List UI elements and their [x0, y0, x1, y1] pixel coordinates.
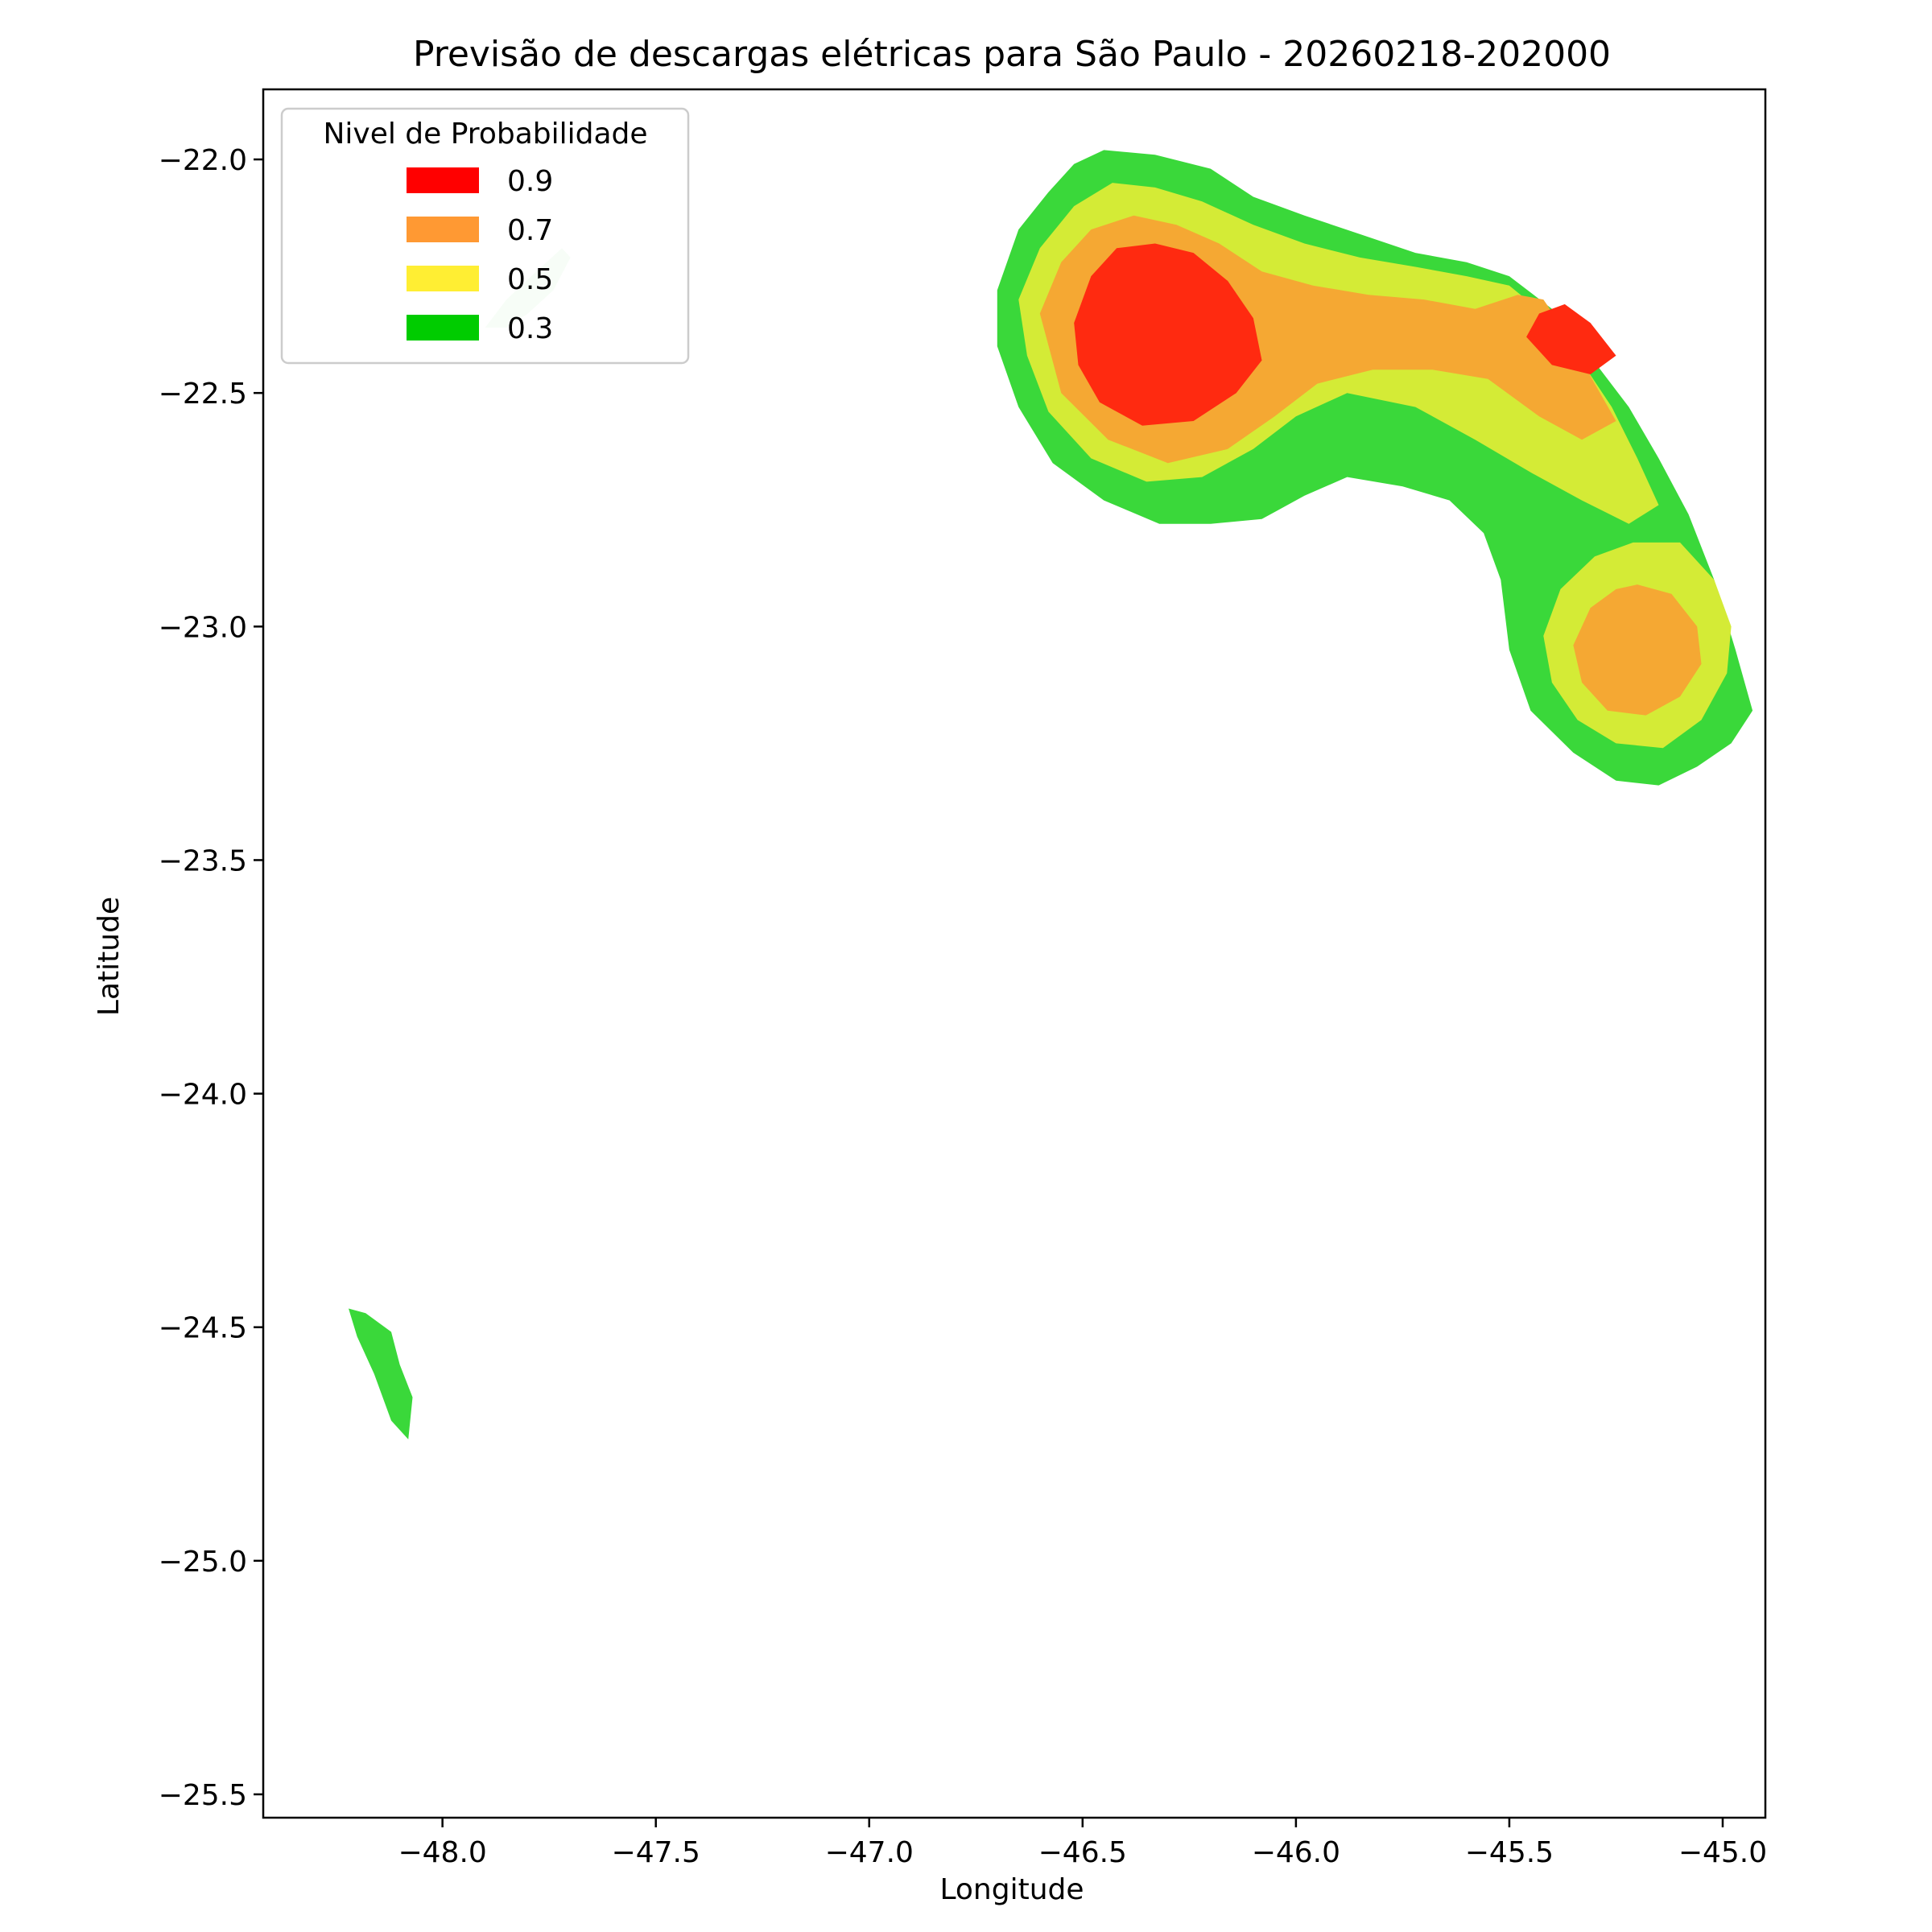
x-axis-label: Longitude	[939, 1873, 1084, 1906]
y-axis: −22.0 −22.5 −23.0 −23.5 −24.0 −24.5 −25.0 −25.5	[159, 144, 263, 1812]
legend-label: 0.3	[507, 312, 553, 345]
plot-frame	[262, 88, 1767, 1819]
legend: Nivel de Probabilidade 0.9 0.7 0.5 0.3	[280, 107, 690, 365]
y-axis-label: Latitude	[93, 897, 126, 1016]
contour-region-09-3-0	[1074, 243, 1262, 426]
legend-box	[280, 107, 690, 365]
x-tick-label: −47.5	[612, 1836, 700, 1869]
legend-label: 0.9	[507, 165, 553, 198]
legend-label: 0.7	[507, 214, 553, 247]
y-tick-label: −22.5	[159, 378, 247, 411]
legend-swatch-07	[407, 217, 479, 242]
y-tick-label: −24.5	[159, 1312, 247, 1345]
x-tick-label: −45.5	[1465, 1836, 1554, 1869]
legend-title: Nivel de Probabilidade	[323, 118, 647, 151]
x-axis: −48.0 −47.5 −47.0 −46.5 −46.0 −45.5 −45.0	[398, 1818, 1767, 1869]
contour-region-09-3-1	[1526, 303, 1616, 374]
contour-region-03-0-1	[349, 1308, 413, 1439]
x-tick-label: −48.0	[398, 1836, 486, 1869]
legend-label: 0.5	[507, 263, 553, 296]
y-tick-label: −23.0	[159, 611, 247, 644]
x-tick-label: −47.0	[825, 1836, 914, 1869]
chart-title: Previsão de descargas elétricas para São…	[413, 34, 1611, 75]
x-tick-label: −46.0	[1252, 1836, 1340, 1869]
legend-swatch-09	[407, 167, 479, 193]
legend-swatch-05	[407, 266, 479, 291]
y-tick-label: −24.0	[159, 1079, 247, 1112]
contour-region-07-2-1	[1573, 584, 1702, 716]
y-tick-label: −25.5	[159, 1779, 247, 1812]
y-tick-label: −25.0	[159, 1546, 247, 1579]
x-tick-label: −45.0	[1678, 1836, 1767, 1869]
x-tick-label: −46.5	[1038, 1836, 1127, 1869]
y-tick-label: −23.5	[159, 844, 247, 877]
y-tick-label: −22.0	[159, 144, 247, 177]
legend-swatch-03	[407, 315, 479, 341]
